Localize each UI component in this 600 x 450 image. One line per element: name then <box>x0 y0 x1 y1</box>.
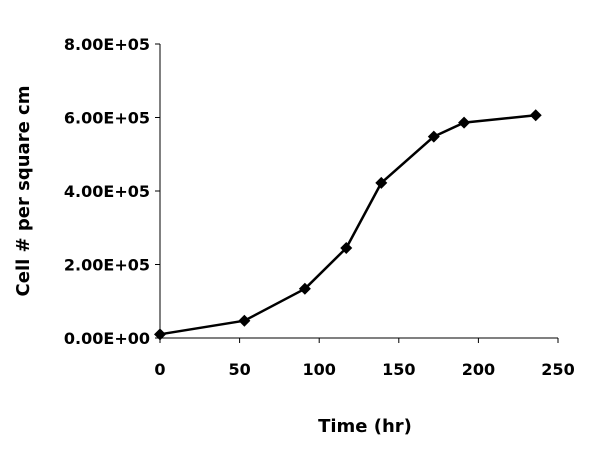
series-line <box>159 114 536 336</box>
x-axis-label: Time (hr) <box>318 416 412 437</box>
x-tick-label: 100 <box>302 360 335 379</box>
data-point-marker <box>375 176 388 189</box>
y-axis-label: Cell # per square cm <box>13 86 34 297</box>
y-tick-label: 8.00E+05 <box>64 35 150 54</box>
axes <box>159 44 558 339</box>
data-point-marker <box>298 282 311 295</box>
x-tick-label: 200 <box>462 360 495 379</box>
y-tick-label: 4.00E+05 <box>64 182 150 201</box>
y-ticks: 0.00E+00 2.00E+05 4.00E+05 6.00E+05 8.00E+05 <box>64 35 160 348</box>
data-point-marker <box>238 314 251 327</box>
data-point-marker <box>529 109 542 122</box>
x-tick-label: 0 <box>154 360 165 379</box>
data-point-marker <box>458 116 471 129</box>
x-tick-label: 250 <box>541 360 574 379</box>
y-tick-label: 6.00E+05 <box>64 109 150 128</box>
data-point-marker <box>154 328 166 341</box>
series-layer <box>154 109 542 341</box>
y-tick-label: 2.00E+05 <box>64 256 150 275</box>
y-tick-label: 0.00E+00 <box>64 329 150 348</box>
x-tick-label: 150 <box>382 360 415 379</box>
x-tick-label: 50 <box>228 360 250 379</box>
data-point-marker <box>340 241 353 254</box>
data-point-marker <box>427 130 440 143</box>
x-ticks: 0 50 100 150 200 250 <box>154 338 575 379</box>
